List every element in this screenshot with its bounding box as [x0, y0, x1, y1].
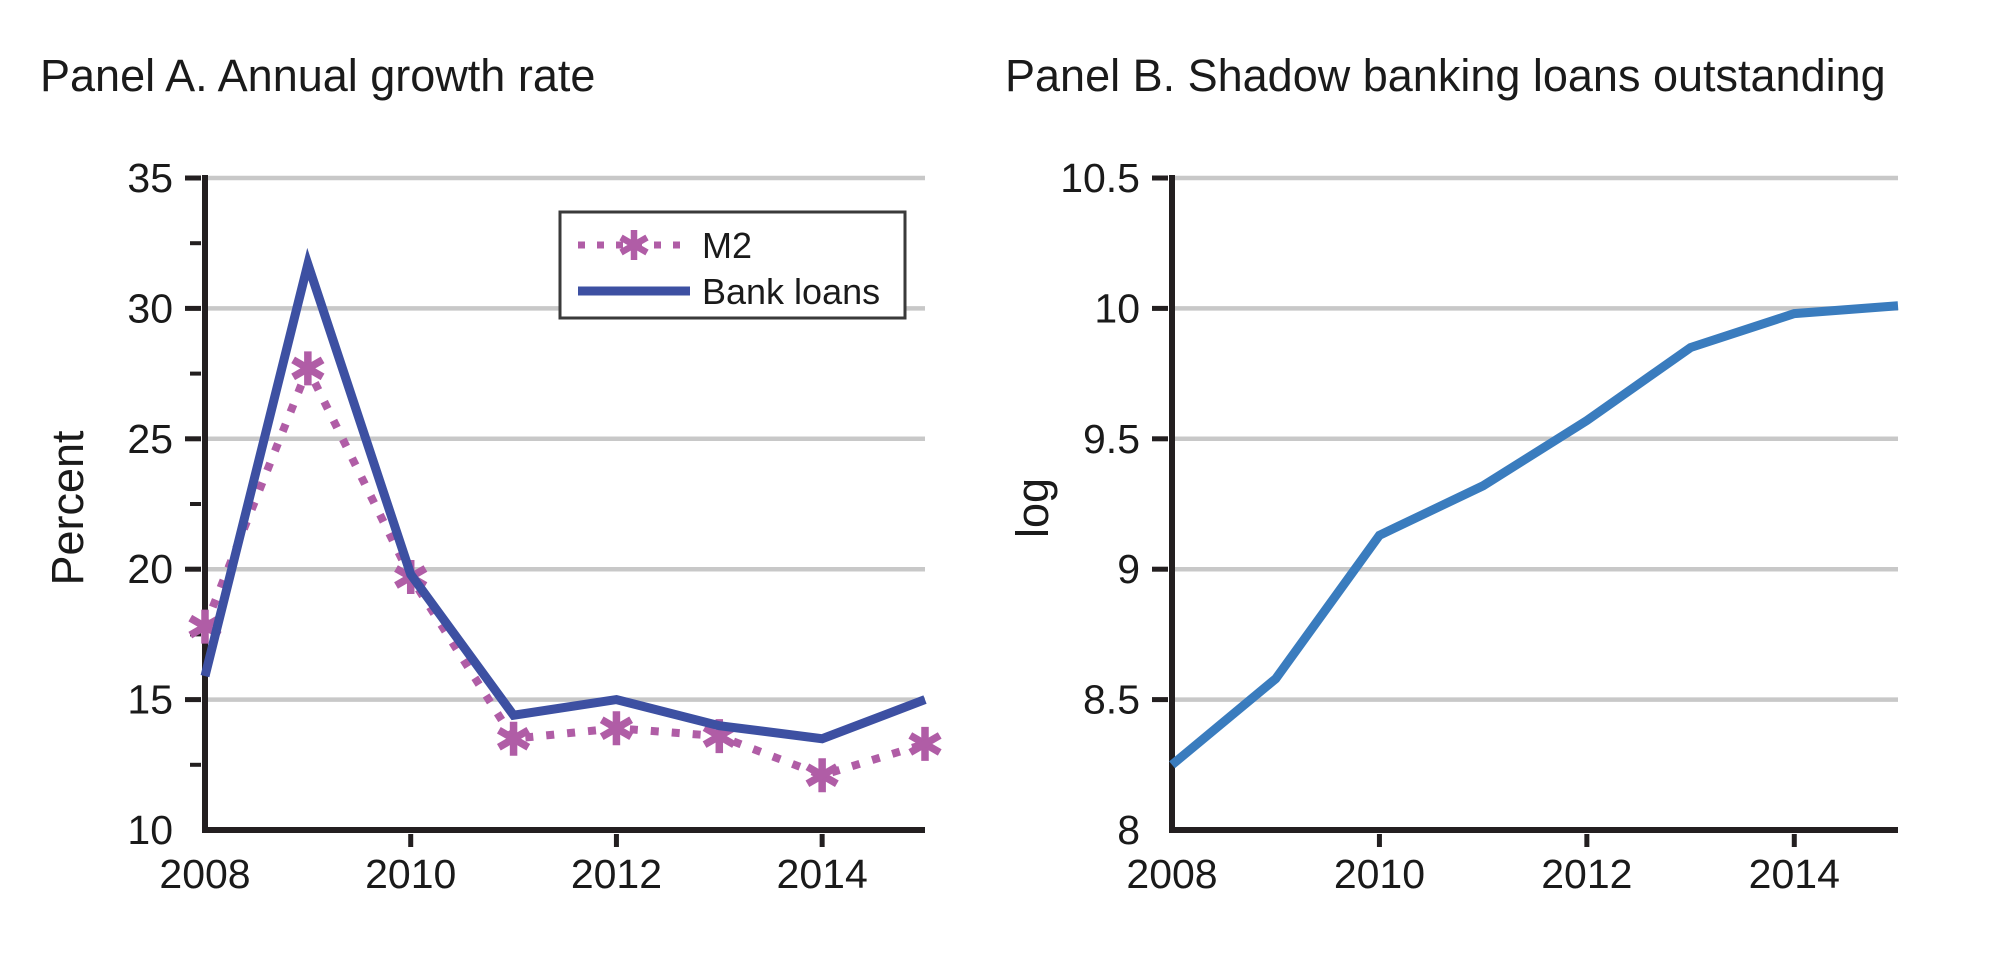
marker-m2: [291, 351, 325, 386]
y-tick-label: 8.5: [1083, 677, 1140, 723]
legend-label-m2: M2: [702, 225, 752, 266]
legend-box: [558, 210, 907, 320]
panel-b-y-axis-label: log: [1007, 477, 1058, 539]
y-tick-label: 10: [1094, 285, 1140, 331]
y-tick-label: 9.5: [1083, 416, 1140, 462]
series-shadow-banking-loans-outstanding: [1169, 301, 1899, 769]
x-tick-label: 2010: [1334, 851, 1425, 897]
marker-m2: [496, 721, 531, 756]
series-bank-loans: [200, 247, 927, 744]
x-tick-label: 2008: [159, 851, 250, 897]
panel-a-title: Panel A. Annual growth rate: [40, 50, 596, 101]
series-m2: [201, 358, 927, 780]
y-tick-label: 25: [127, 416, 173, 462]
y-tick-label: 15: [127, 677, 173, 723]
y-tick-label: 30: [127, 285, 173, 331]
panel-a-y-axis-label: Percent: [42, 430, 93, 586]
legend-marker-m2: [619, 230, 649, 260]
marker-m2: [908, 726, 942, 761]
y-tick-label: 10: [127, 807, 173, 853]
y-tick-label: 10.5: [1060, 155, 1140, 201]
y-tick-label: 20: [127, 546, 173, 592]
x-tick-label: 2014: [1749, 851, 1840, 897]
y-tick-label: 35: [127, 155, 173, 201]
x-tick-label: 2012: [571, 851, 662, 897]
x-tick-label: 2010: [365, 851, 456, 897]
x-tick-label: 2014: [777, 851, 868, 897]
x-tick-label: 2008: [1126, 851, 1217, 897]
marker-m2: [599, 711, 634, 746]
y-tick-label: 9: [1117, 546, 1140, 592]
marker-m2: [805, 758, 839, 793]
y-tick-label: 8: [1117, 807, 1140, 853]
legend-label-bank-loans: Bank loans: [702, 271, 880, 312]
panel-b-title: Panel B. Shadow banking loans outstandin…: [1005, 50, 1886, 101]
x-tick-label: 2012: [1541, 851, 1632, 897]
